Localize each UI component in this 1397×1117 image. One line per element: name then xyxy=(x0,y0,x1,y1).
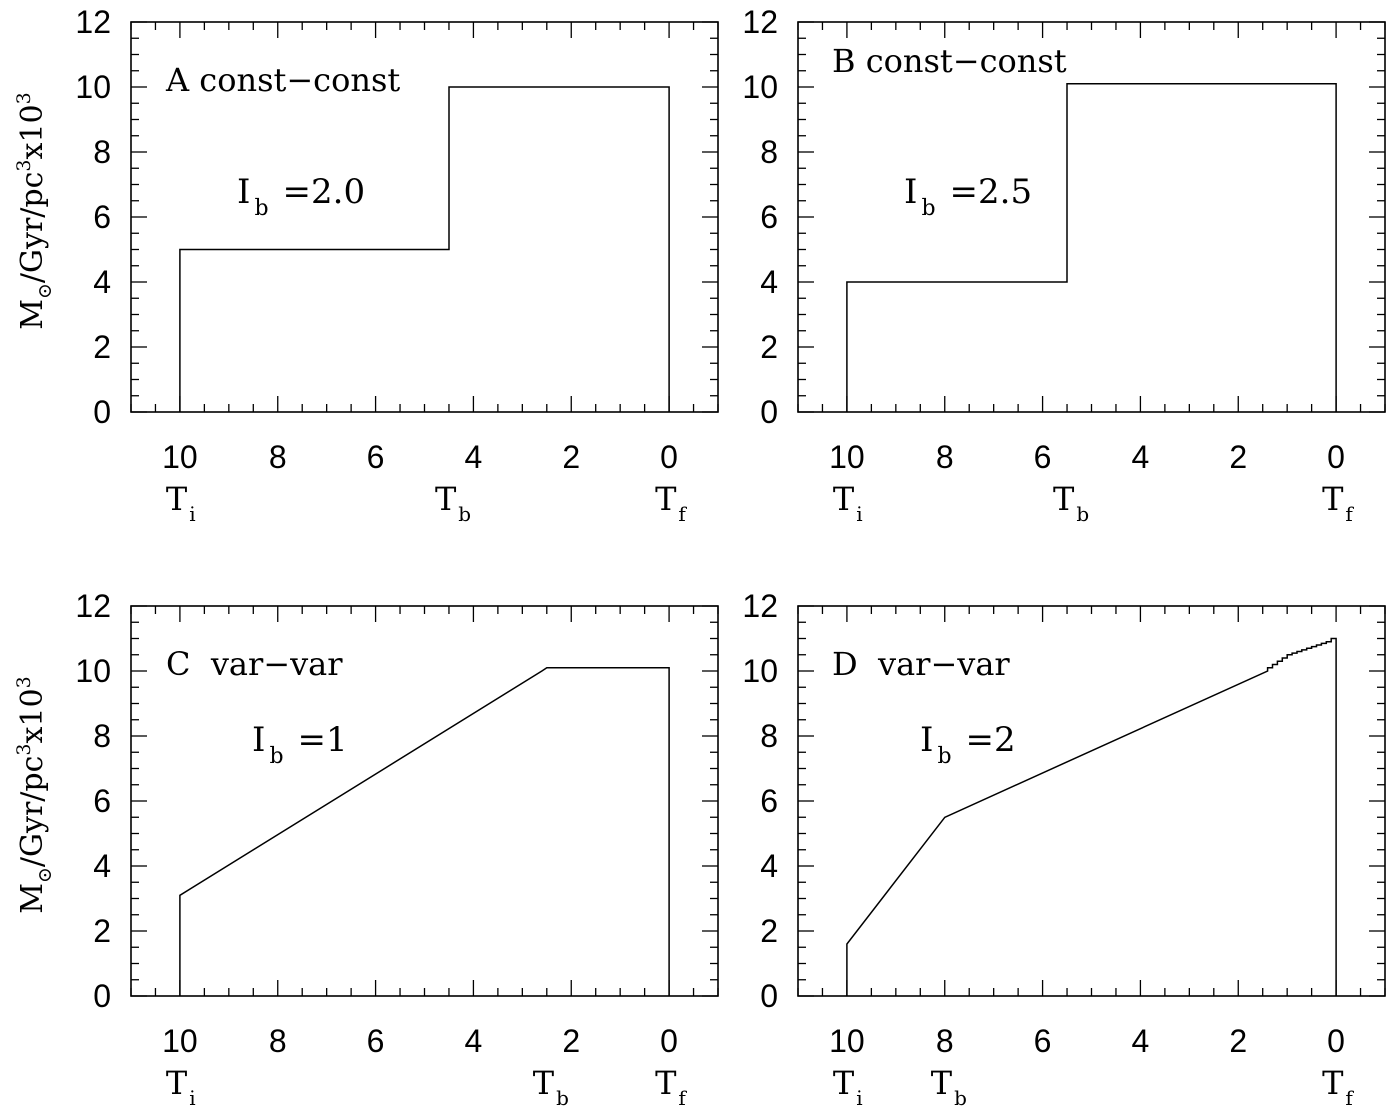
x-tick-label: 6 xyxy=(1034,1023,1052,1059)
x-tick-label: 0 xyxy=(1327,439,1345,475)
y-tick-label: 0 xyxy=(93,394,111,430)
y-tick-label: 8 xyxy=(760,718,778,754)
x-tick-label: 4 xyxy=(1132,1023,1150,1059)
y-tick-label: 10 xyxy=(75,653,111,689)
sfr-series-line xyxy=(179,667,670,996)
x-tick-label: 6 xyxy=(367,439,385,475)
y-tick-label: 6 xyxy=(760,199,778,235)
x-tick-label: 10 xyxy=(829,439,865,475)
x-tick-label: 8 xyxy=(936,1023,954,1059)
x-tick-label: 0 xyxy=(1327,1023,1345,1059)
sfr-series-line xyxy=(179,86,670,412)
y-tick-label: 6 xyxy=(93,783,111,819)
y-tick-label: 2 xyxy=(760,329,778,365)
y-tick-label: 12 xyxy=(75,4,111,40)
plot-frame xyxy=(797,21,1386,413)
y-tick-label: 10 xyxy=(75,69,111,105)
y-tick-label: 8 xyxy=(93,134,111,170)
y-tick-label: 4 xyxy=(93,264,111,300)
sfr-series-line xyxy=(846,637,1337,996)
y-tick-label: 2 xyxy=(93,913,111,949)
y-tick-label: 10 xyxy=(742,69,778,105)
y-tick-label: 4 xyxy=(760,848,778,884)
x-tick-label: 2 xyxy=(562,439,580,475)
y-tick-label: 0 xyxy=(760,978,778,1014)
y-tick-label: 12 xyxy=(742,4,778,40)
x-tick-label: 10 xyxy=(162,1023,198,1059)
x-tick-label: 8 xyxy=(269,439,287,475)
y-axis-label: M⊙/Gyr/pc3x103 xyxy=(13,676,56,913)
y-tick-label: 4 xyxy=(93,848,111,884)
x-tick-label: 4 xyxy=(465,439,483,475)
x-tick-label: 4 xyxy=(465,1023,483,1059)
x-tick-label: 8 xyxy=(936,439,954,475)
y-tick-label: 12 xyxy=(75,588,111,624)
panel-label: D var−var xyxy=(832,645,1010,683)
x-tick-label: 2 xyxy=(1229,1023,1247,1059)
y-axis-label: M⊙/Gyr/pc3x103 xyxy=(13,92,56,329)
panel-label: B const−const xyxy=(832,42,1067,80)
x-tick-label: 0 xyxy=(660,1023,678,1059)
y-tick-label: 8 xyxy=(760,134,778,170)
y-tick-label: 0 xyxy=(760,394,778,430)
x-tick-label: 2 xyxy=(562,1023,580,1059)
sfr-series-line xyxy=(846,83,1337,412)
panel-label: C var−var xyxy=(166,645,343,683)
y-tick-label: 4 xyxy=(760,264,778,300)
x-tick-label: 2 xyxy=(1229,439,1247,475)
y-tick-label: 2 xyxy=(93,329,111,365)
y-tick-label: 0 xyxy=(93,978,111,1014)
x-tick-label: 6 xyxy=(1034,439,1052,475)
x-tick-label: 0 xyxy=(660,439,678,475)
panel-label: A const−const xyxy=(165,61,400,99)
x-tick-label: 10 xyxy=(162,439,198,475)
x-tick-label: 6 xyxy=(367,1023,385,1059)
x-tick-label: 10 xyxy=(829,1023,865,1059)
y-tick-label: 6 xyxy=(93,199,111,235)
x-tick-label: 4 xyxy=(1132,439,1150,475)
y-tick-label: 2 xyxy=(760,913,778,949)
y-tick-label: 8 xyxy=(93,718,111,754)
y-tick-label: 12 xyxy=(742,588,778,624)
x-tick-label: 8 xyxy=(269,1023,287,1059)
y-tick-label: 10 xyxy=(742,653,778,689)
y-tick-label: 6 xyxy=(760,783,778,819)
